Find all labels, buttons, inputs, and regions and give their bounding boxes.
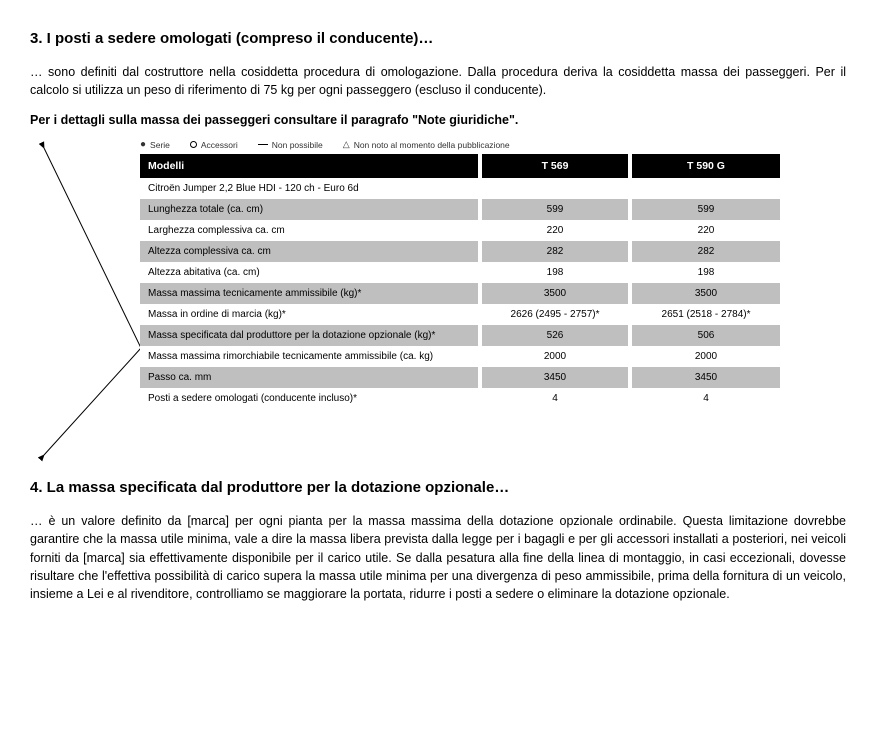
- table-row: Massa massima tecnicamente ammissibile (…: [140, 283, 780, 304]
- legend-serie: ●Serie: [140, 139, 170, 150]
- row-label: Posti a sedere omologati (conducente inc…: [140, 388, 480, 409]
- row-value-2: 282: [630, 241, 780, 262]
- table-row: Altezza abitativa (ca. cm)198198: [140, 262, 780, 283]
- legend-nonnoto-label: Non noto al momento della pubblicazione: [354, 140, 510, 150]
- legend-nonpossibile-label: Non possibile: [272, 140, 323, 150]
- row-label: Larghezza complessiva ca. cm: [140, 220, 480, 241]
- row-value-1: 198: [480, 262, 630, 283]
- row-value-2: 2000: [630, 346, 780, 367]
- table-row: Massa massima rimorchiabile tecnicamente…: [140, 346, 780, 367]
- section3-bold-note: Per i dettagli sulla massa dei passegger…: [30, 113, 846, 127]
- row-label: Passo ca. mm: [140, 367, 480, 388]
- section4-title: 4. La massa specificata dal produttore p…: [30, 479, 846, 496]
- table-row: Altezza complessiva ca. cm282282: [140, 241, 780, 262]
- legend-accessori: Accessori: [190, 140, 238, 150]
- table-row: Citroën Jumper 2,2 Blue HDI - 120 ch - E…: [140, 178, 780, 199]
- table-body: Citroën Jumper 2,2 Blue HDI - 120 ch - E…: [140, 178, 780, 409]
- row-value-1: 282: [480, 241, 630, 262]
- row-label: Massa in ordine di marcia (kg)*: [140, 304, 480, 325]
- row-value-2: [630, 178, 780, 199]
- row-value-2: 3500: [630, 283, 780, 304]
- table-row: Massa in ordine di marcia (kg)*2626 (249…: [140, 304, 780, 325]
- section3-paragraph: … sono definiti dal costruttore nella co…: [30, 63, 846, 99]
- row-value-1: 599: [480, 199, 630, 220]
- row-value-2: 3450: [630, 367, 780, 388]
- row-value-2: 220: [630, 220, 780, 241]
- row-value-1: 3450: [480, 367, 630, 388]
- row-value-2: 599: [630, 199, 780, 220]
- table-row: Lunghezza totale (ca. cm)599599: [140, 199, 780, 220]
- row-value-1: [480, 178, 630, 199]
- row-value-1: 220: [480, 220, 630, 241]
- header-col1: T 569: [480, 154, 630, 178]
- row-label: Massa specificata dal produttore per la …: [140, 325, 480, 346]
- legend-nonpossibile: Non possibile: [258, 140, 323, 150]
- section3-title: 3. I posti a sedere omologati (compreso …: [30, 30, 846, 47]
- header-col2: T 590 G: [630, 154, 780, 178]
- table-row: Larghezza complessiva ca. cm220220: [140, 220, 780, 241]
- row-value-1: 2626 (2495 - 2757)*: [480, 304, 630, 325]
- section4-paragraph: … è un valore definito da [marca] per og…: [30, 512, 846, 603]
- row-value-2: 506: [630, 325, 780, 346]
- row-label: Massa massima rimorchiabile tecnicamente…: [140, 346, 480, 367]
- table-legend: ●Serie Accessori Non possibile △Non noto…: [140, 139, 846, 150]
- row-label: Altezza complessiva ca. cm: [140, 241, 480, 262]
- row-value-2: 198: [630, 262, 780, 283]
- row-value-1: 3500: [480, 283, 630, 304]
- legend-accessori-label: Accessori: [201, 140, 238, 150]
- row-value-1: 526: [480, 325, 630, 346]
- row-value-1: 2000: [480, 346, 630, 367]
- table-header-row: Modelli T 569 T 590 G: [140, 154, 780, 178]
- row-value-2: 2651 (2518 - 2784)*: [630, 304, 780, 325]
- row-label: Altezza abitativa (ca. cm): [140, 262, 480, 283]
- row-value-1: 4: [480, 388, 630, 409]
- row-label: Massa massima tecnicamente ammissibile (…: [140, 283, 480, 304]
- spec-table: Modelli T 569 T 590 G Citroën Jumper 2,2…: [140, 154, 780, 409]
- spec-table-wrap: Modelli T 569 T 590 G Citroën Jumper 2,2…: [140, 154, 780, 409]
- row-label: Lunghezza totale (ca. cm): [140, 199, 480, 220]
- legend-nonnoto: △Non noto al momento della pubblicazione: [343, 139, 510, 150]
- header-modelli: Modelli: [140, 154, 480, 178]
- legend-serie-label: Serie: [150, 140, 170, 150]
- table-row: Passo ca. mm34503450: [140, 367, 780, 388]
- row-value-2: 4: [630, 388, 780, 409]
- table-row: Posti a sedere omologati (conducente inc…: [140, 388, 780, 409]
- row-label: Citroën Jumper 2,2 Blue HDI - 120 ch - E…: [140, 178, 480, 199]
- table-row: Massa specificata dal produttore per la …: [140, 325, 780, 346]
